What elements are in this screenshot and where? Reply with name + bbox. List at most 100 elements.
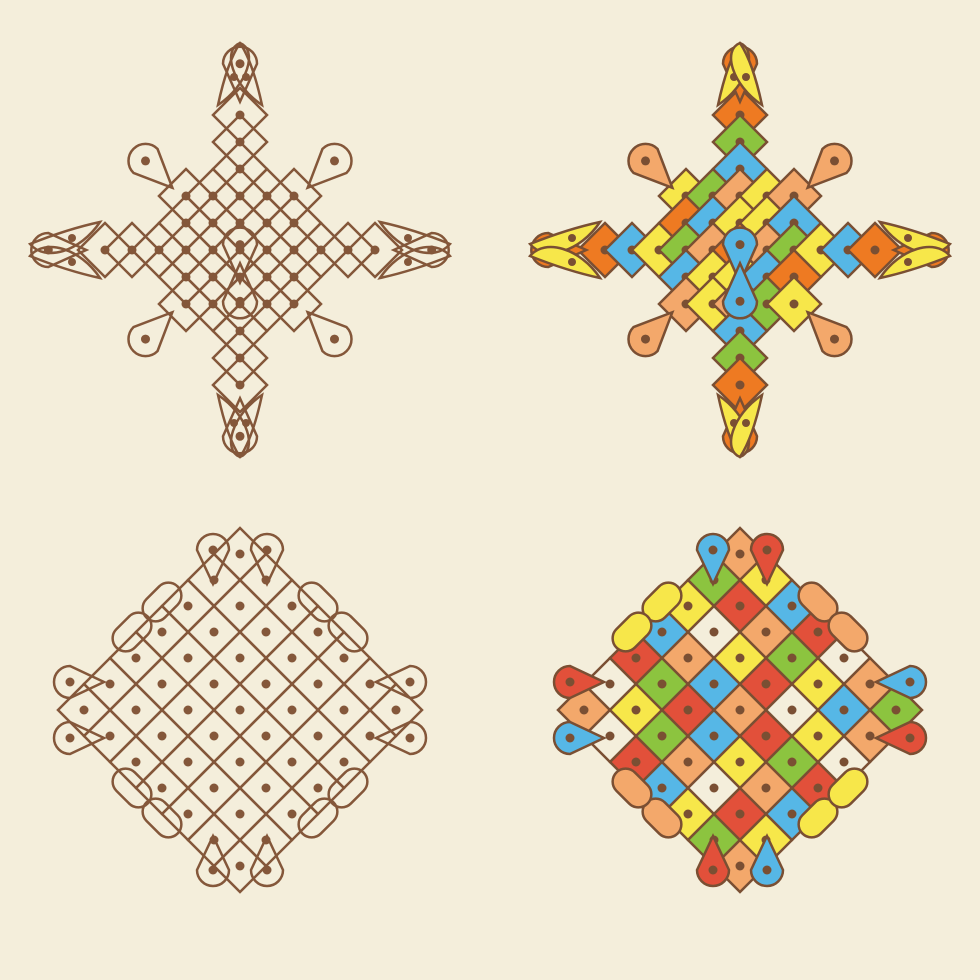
fish-horn <box>377 220 453 255</box>
dot-icon <box>235 59 245 69</box>
dot-icon <box>404 234 412 242</box>
dot-icon <box>141 156 150 166</box>
dot-icon <box>735 757 745 767</box>
loop-petal <box>221 226 259 286</box>
dot-icon <box>235 601 245 611</box>
loop-petal <box>249 532 285 587</box>
loop-petal <box>30 231 90 269</box>
fish-horn <box>527 220 603 255</box>
loop-petal <box>52 720 107 756</box>
dot-icon <box>605 679 615 689</box>
lattice-cell <box>319 221 377 279</box>
loop-petal <box>221 260 259 320</box>
dot-icon <box>709 627 719 637</box>
dot-icon <box>235 861 245 871</box>
dot-icon <box>787 653 797 663</box>
loop-petal <box>749 833 785 888</box>
loop-petal <box>627 142 675 190</box>
dot-icon <box>839 653 849 663</box>
dot-icon <box>839 705 849 715</box>
loop-petal <box>305 142 353 190</box>
dot-icon <box>157 627 167 637</box>
fish-horn-shape <box>377 220 453 255</box>
dot-icon <box>683 757 693 767</box>
dot-icon <box>235 296 245 306</box>
dot-icon <box>404 258 412 266</box>
dot-icon <box>683 809 693 819</box>
dot-icon <box>313 627 323 637</box>
dot-icon <box>157 731 167 741</box>
dot-icon <box>565 733 575 743</box>
edge-capsule <box>611 611 653 653</box>
dot-icon <box>209 731 219 741</box>
dot-icon <box>839 757 849 767</box>
loop-petal <box>552 720 607 756</box>
loop-petal <box>721 226 759 286</box>
dot-icon <box>131 653 141 663</box>
loop-petal <box>305 310 353 358</box>
dot-icon <box>287 809 297 819</box>
dot-icon <box>208 865 218 875</box>
dot-icon <box>68 258 76 266</box>
dot-icon <box>787 809 797 819</box>
loop-petal <box>749 532 785 587</box>
loop-petal <box>552 664 607 700</box>
dot-icon <box>365 679 375 689</box>
dot-icon <box>631 757 641 767</box>
dot-icon <box>709 731 719 741</box>
loop-petal <box>695 833 731 888</box>
kolam-bottom-left <box>52 526 428 894</box>
dot-icon <box>789 299 799 309</box>
dot-icon <box>105 679 115 689</box>
fish-horn-shape <box>877 245 953 280</box>
dot-icon <box>683 601 693 611</box>
lattice-cell <box>103 221 161 279</box>
dot-icon <box>565 677 575 687</box>
dot-icon <box>261 627 271 637</box>
dot-icon <box>904 258 912 266</box>
dot-icon <box>235 705 245 715</box>
dot-icon <box>235 240 245 250</box>
dot-icon <box>79 705 89 715</box>
loop-petal <box>52 664 107 700</box>
dot-icon <box>641 156 650 166</box>
dot-icon <box>183 705 193 715</box>
loop-petal <box>127 310 175 358</box>
dot-icon <box>339 705 349 715</box>
dot-icon <box>141 334 150 344</box>
dot-icon <box>657 731 667 741</box>
dot-icon <box>183 809 193 819</box>
dot-icon <box>157 679 167 689</box>
fish-horn <box>229 41 264 108</box>
dot-icon <box>742 419 750 427</box>
dot-icon <box>813 679 823 689</box>
fish-horn-shape <box>527 245 603 280</box>
dot-icon <box>313 783 323 793</box>
dot-icon <box>339 757 349 767</box>
dot-icon <box>262 545 272 555</box>
dot-icon <box>735 601 745 611</box>
dot-icon <box>709 783 719 793</box>
dot-icon <box>183 653 193 663</box>
dot-icon <box>735 380 745 390</box>
lattice-cell <box>265 275 323 333</box>
dot-icon <box>157 783 167 793</box>
dot-icon <box>313 679 323 689</box>
fish-horn <box>877 245 953 280</box>
dot-icon <box>657 783 667 793</box>
dot-icon <box>209 627 219 637</box>
dot-icon <box>735 861 745 871</box>
fish-horn-shape <box>27 245 103 280</box>
dot-icon <box>568 234 576 242</box>
loop-petal <box>695 532 731 587</box>
loop-petal <box>373 720 428 756</box>
lattice-cell <box>368 682 424 738</box>
fish-horn-shape <box>877 220 953 255</box>
fish-horn <box>729 41 764 108</box>
loop-petal <box>195 532 231 587</box>
fish-horn-shape <box>229 41 264 108</box>
loop-petal <box>373 664 428 700</box>
dot-icon <box>813 627 823 637</box>
dot-icon <box>742 73 750 81</box>
